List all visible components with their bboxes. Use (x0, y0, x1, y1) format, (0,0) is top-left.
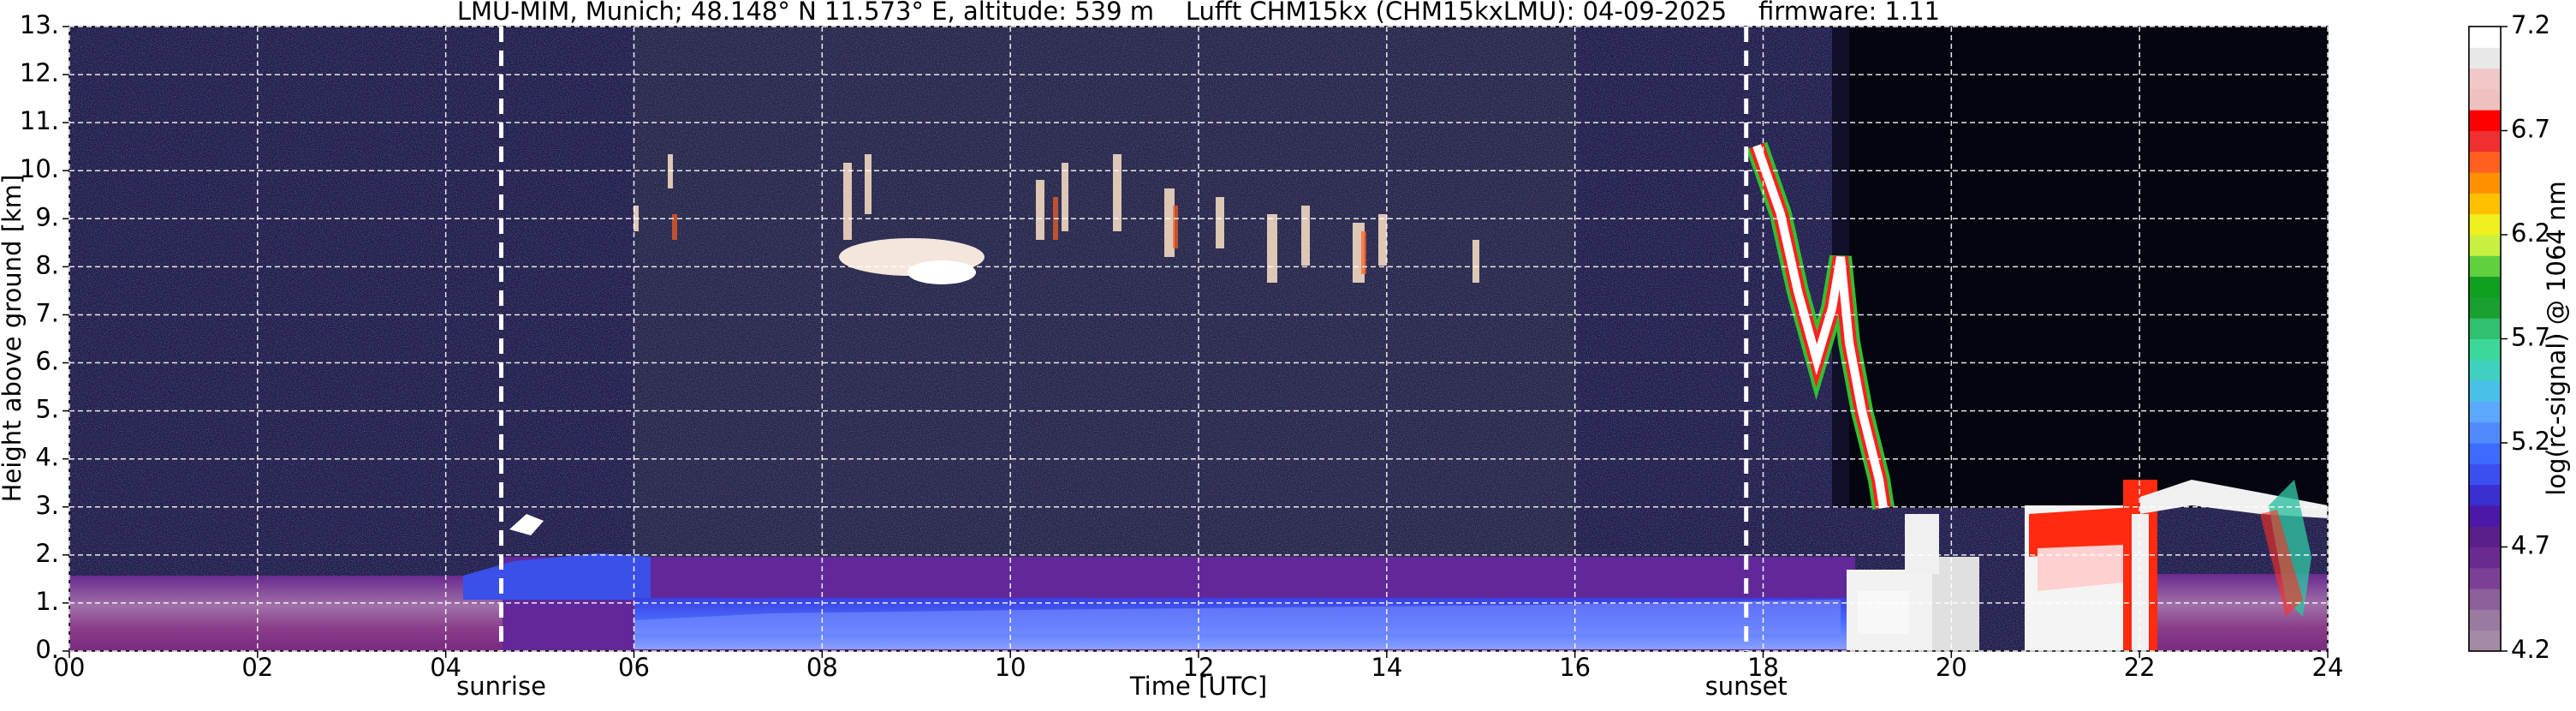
x-tick-label: 08 (806, 653, 838, 682)
x-tick-label: 00 (54, 653, 86, 682)
colorbar-segment (2469, 609, 2501, 631)
colorbar-segment (2469, 630, 2501, 652)
colorbar-segment (2469, 401, 2501, 423)
colorbar-segment (2469, 110, 2501, 131)
y-tick-label: 12. (20, 58, 59, 87)
colorbar-segment (2469, 88, 2501, 111)
y-tick-label: 5. (35, 395, 59, 424)
x-tick-label: 04 (430, 653, 461, 682)
colorbar-segment (2469, 193, 2501, 215)
y-tick-label: 7. (35, 298, 59, 327)
y-tick-label: 11. (20, 106, 59, 135)
y-axis-label: Height above ground [km] (0, 175, 27, 503)
colorbar-tick-label: 6.2 (2511, 218, 2550, 248)
y-tick-label: 3. (35, 491, 59, 520)
colorbar-segment (2469, 296, 2501, 319)
colorbar-segment (2469, 547, 2501, 569)
y-tick-label: 1. (35, 587, 59, 616)
colorbar-segment (2469, 27, 2501, 48)
colorbar-segment (2469, 463, 2501, 486)
y-tick-label: 6. (35, 347, 59, 376)
chart-title: LMU-MIM, Munich; 48.148° N 11.573° E, al… (457, 0, 1940, 26)
colorbar-tick-label: 5.2 (2511, 427, 2550, 456)
colorbar-segment (2469, 255, 2501, 278)
colorbar-segment (2469, 235, 2501, 256)
y-tick-label: 13. (20, 10, 59, 39)
colorbar-tick-label: 4.2 (2511, 635, 2550, 664)
colorbar-segment (2469, 421, 2501, 444)
colorbar-segment (2469, 130, 2501, 152)
colorbar-segment (2469, 172, 2501, 194)
colorbar-segment (2469, 151, 2501, 173)
colorbar-tick-label: 5.7 (2511, 323, 2550, 352)
annotation-label: sunrise (456, 672, 546, 701)
colorbar-segment (2469, 359, 2501, 381)
colorbar-segment (2469, 47, 2501, 69)
x-tick-label: 02 (241, 653, 273, 682)
x-tick-label: 10 (995, 653, 1026, 682)
y-tick-label: 0. (35, 635, 59, 664)
x-tick-label: 20 (1936, 653, 1967, 682)
colorbar-segment (2469, 567, 2501, 589)
colorbar-segment (2469, 380, 2501, 402)
x-tick-label: 14 (1371, 653, 1402, 682)
x-tick-label: 22 (2124, 653, 2156, 682)
annotation-label: sunset (1705, 672, 1788, 701)
colorbar-tick-label: 6.7 (2511, 115, 2550, 144)
colorbar-segment (2469, 213, 2501, 236)
colorbar-segment (2469, 68, 2501, 90)
x-axis-label: Time [UTC] (1129, 672, 1267, 701)
x-tick-label: 18 (1747, 653, 1779, 682)
colorbar-tick-label: 4.7 (2511, 531, 2550, 560)
y-tick-label: 9. (35, 202, 59, 231)
colorbar-segment (2469, 589, 2501, 610)
colorbar-segment (2469, 526, 2501, 547)
colorbar-outline (2468, 26, 2502, 652)
y-tick-label: 10. (20, 154, 59, 183)
colorbar-segment (2469, 338, 2501, 361)
colorbar-segment (2469, 443, 2501, 464)
colorbar-segment (2469, 276, 2501, 298)
colorbar-segment (2469, 318, 2501, 339)
colorbar-label: log(rc-signal) @ 1064 nm (2542, 181, 2571, 495)
colorbar-tick-label: 7.2 (2511, 10, 2550, 39)
x-tick-label: 06 (618, 653, 650, 682)
x-tick-label: 16 (1559, 653, 1591, 682)
colorbar-segment (2469, 505, 2501, 527)
y-tick-label: 4. (35, 443, 59, 472)
y-tick-label: 8. (35, 250, 59, 279)
colorbar-segment (2469, 484, 2501, 506)
y-tick-label: 2. (35, 539, 59, 568)
x-tick-label: 12 (1183, 653, 1215, 682)
x-tick-label: 24 (2312, 653, 2344, 682)
